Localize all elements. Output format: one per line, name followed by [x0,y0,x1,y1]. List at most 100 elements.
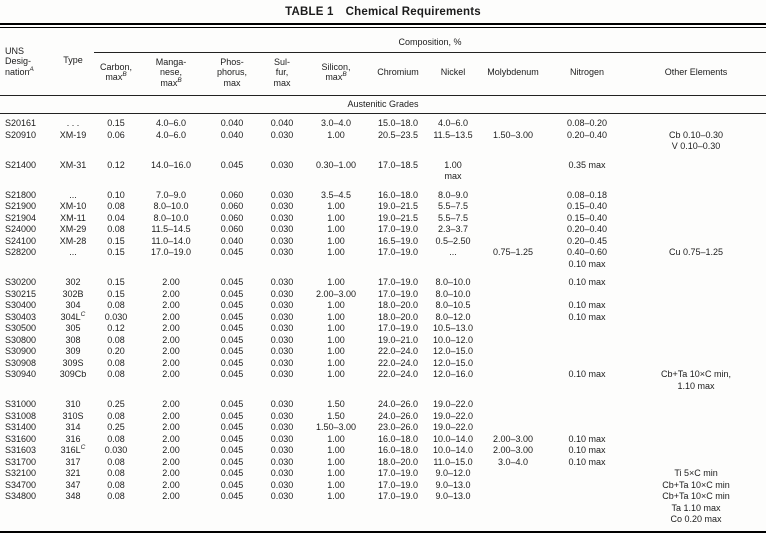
cell-uns: S34700 [5,479,37,490]
table-row: S24100 XM-28 0.15 11.0–14.0 0.040 0.030 1.00 16… [0,236,766,248]
cell-si: 1.00 [327,433,345,444]
cell-cr: 16.0–18.0 [377,445,419,455]
cell-type: 309 [65,346,81,356]
cell-cr: 19.0–21.5 [377,201,419,211]
cell-cr: 24.0–26.0 [377,410,419,421]
cell-si: 1.00 [327,311,345,322]
cell-c: 0.25 [107,399,125,409]
cell-other [626,201,766,213]
cell-p: 0.045 [220,247,244,257]
cell-p: 0.060 [220,201,244,211]
cell-n: 0.35 max [568,159,606,170]
table-row: S30900 309 0.20 2.00 0.045 0.030 1.00 22.0–24.0… [0,346,766,358]
cell-ni: 19.0–22.0 [432,399,474,409]
cell-mo [478,153,548,183]
cell-s: 0.030 [270,334,294,345]
cell-ni: 9.0–13.0 [435,479,471,490]
table-row: S21800... 0.10 7.0–9.0 0.060 0.030 3.5–4.5 16.… [0,183,766,202]
cell-other: Cb+Ta 10×C min, 1.10 max [661,369,732,391]
cell-c: 0.08 [107,468,125,478]
cell-other [626,183,766,202]
col-header-other-elements: Other Elements [626,52,766,96]
cell-type: 308 [65,334,81,345]
cell-ni: 8.0–10.0 [435,288,471,299]
cell-si: 1.00 [327,468,345,478]
cell-cr: 17.0–19.0 [377,468,419,478]
cell-uns: S30940 [5,369,37,379]
cell-p: 0.045 [220,422,244,432]
cell-p: 0.045 [220,323,244,333]
cell-uns: S30200 [5,277,37,287]
cell-mo: 2.00–3.00 [492,445,534,455]
cell-other [626,300,766,312]
cell-c: 0.15 [107,247,125,257]
cell-p: 0.045 [220,300,244,310]
cell-si: 1.50 [327,410,345,421]
cell-c: 0.08 [107,334,125,345]
cell-ni: 1.00 max [444,159,462,182]
col-header-silicon: Silicon, maxB [304,52,368,96]
cell-n: 0.10 max [568,277,606,287]
footnote-ref-a: A [29,65,34,73]
cell-p: 0.045 [220,399,244,409]
cell-ni: 10.0–14.0 [432,445,474,455]
cell-other [626,457,766,469]
cell-type: 316LC [60,444,86,455]
cell-si: 1.00 [327,129,345,140]
cell-c: 0.15 [107,235,125,246]
cell-mn: 2.00 [162,300,180,310]
cell-uns: S30500 [5,323,37,333]
cell-uns: S31700 [5,456,37,467]
cell-si: 1.00 [327,479,345,490]
cell-mn: 2.00 [162,346,180,356]
cell-n: 0.08–0.18 [566,189,608,200]
cell-mn: 2.00 [162,491,180,501]
cell-si: 1.00 [327,346,345,356]
cell-uns: S28200 [5,247,37,257]
cell-p: 0.045 [220,159,244,170]
cell-uns: S30800 [5,334,37,345]
table-row: S31400 314 0.25 2.00 0.045 0.030 1.50–3.00 23.0… [0,422,766,434]
cell-mo [478,346,548,358]
cell-uns: S31008 [5,410,37,421]
cell-p: 0.045 [220,433,244,444]
col-header-chromium: Chromium [368,52,428,96]
cell-n [548,411,626,423]
table-number: TABLE 1 [285,6,334,18]
cell-s: 0.030 [270,346,294,356]
table-row: S21900 XM-10 0.08 8.0–10.0 0.060 0.030 1.00 19.… [0,201,766,213]
cell-cr: 17.0–19.0 [377,247,419,257]
cell-uns: S30908 [5,357,37,368]
cell-p: 0.040 [220,129,244,140]
cell-ni: 12.0–15.0 [432,346,474,356]
cell-n: 0.10 max [568,300,606,310]
cell-ni: 11.0–15.0 [433,456,473,467]
cell-c: 0.08 [107,479,125,490]
cell-type: ... [69,189,77,200]
col-header-manganese: Manga- nese, maxB [138,52,204,96]
cell-mn: 2.00 [162,445,180,455]
cell-other: Cb+Ta 10×C min Ta 1.10 max Co 0.20 max [662,491,730,524]
cell-other: Ti 5×C min [674,468,718,478]
cell-s: 0.030 [270,129,294,140]
cell-si: 1.00 [327,445,345,455]
cell-s: 0.030 [270,277,294,287]
cell-si: 1.00 [327,357,345,368]
cell-other [626,312,766,324]
cell-c: 0.08 [107,456,125,467]
cell-mn: 2.00 [162,456,180,467]
cell-cr: 18.0–20.0 [377,311,419,322]
cell-c: 0.25 [107,422,125,432]
cell-mn: 2.00 [162,410,180,421]
cell-s: 0.030 [270,159,294,170]
cell-uns: S30403 [5,311,37,322]
cell-type: XM-28 [59,235,87,246]
cell-n: 0.10 max [568,369,606,379]
cell-ni: 9.0–12.0 [435,468,471,478]
cell-mo [478,422,548,434]
cell-s: 0.030 [270,288,294,299]
cell-s: 0.030 [270,479,294,490]
cell-ni: 10.0–14.0 [432,433,474,444]
cell-mn: 17.0–19.0 [150,247,192,257]
cell-s: 0.030 [270,456,294,467]
